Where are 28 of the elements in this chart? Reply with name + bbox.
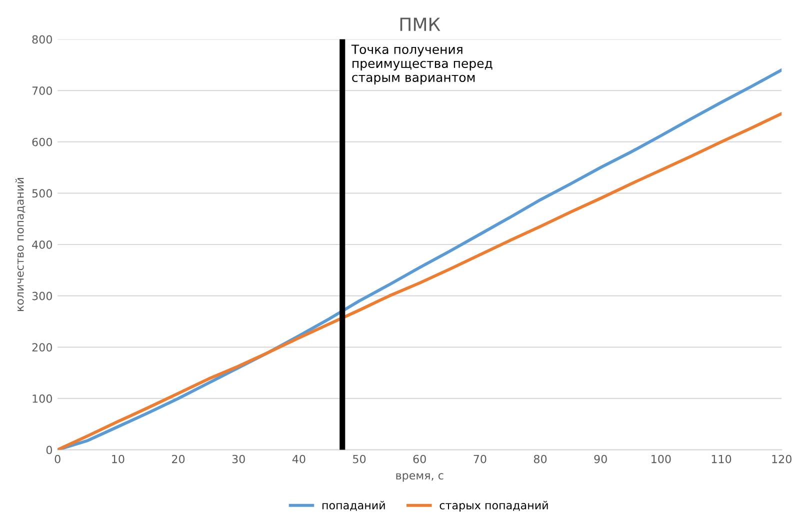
y-tick-label: 600 — [32, 138, 52, 146]
y-tick-label: 500 — [32, 189, 52, 198]
x-tick-label: 20 — [172, 454, 185, 464]
y-tick-label: 100 — [32, 394, 52, 403]
x-tick-label: 120 — [772, 454, 792, 464]
legend-label: попаданий — [322, 500, 385, 511]
x-tick-label: 10 — [112, 454, 124, 464]
x-tick-label: 50 — [353, 454, 366, 464]
y-tick-label: 800 — [32, 35, 52, 44]
x-tick-label: 30 — [232, 454, 245, 464]
chart-title: ПМК — [400, 18, 440, 31]
x-tick-label: 110 — [712, 454, 732, 464]
x-tick-label: 90 — [594, 454, 607, 464]
x-tick-label: 60 — [413, 454, 426, 464]
x-tick-label: 70 — [474, 454, 486, 464]
y-tick-label: 400 — [32, 240, 52, 249]
x-tick-label: 80 — [534, 454, 547, 464]
y-tick-label: 200 — [32, 343, 52, 352]
x-tick-label: 40 — [292, 454, 306, 464]
x-tick-label: 0 — [54, 454, 60, 464]
x-tick-label: 100 — [652, 454, 671, 464]
legend-label: старых попаданий — [440, 500, 548, 512]
ref-line-label: Точка получения преимущества перед старым вариантом — [351, 44, 492, 84]
y-tick-label: 300 — [32, 292, 52, 300]
x-axis-title: время, с — [396, 473, 444, 482]
y-tick-label: 700 — [32, 86, 52, 95]
y-axis-title: количество попаданий — [15, 178, 26, 312]
y-tick-label: 0 — [46, 446, 52, 454]
